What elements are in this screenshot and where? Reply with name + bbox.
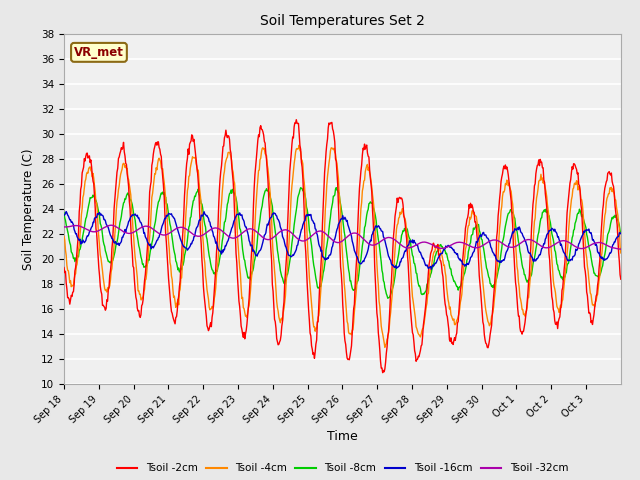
- Tsoil -2cm: [433, 243, 440, 249]
- Tsoil -16cm: [617, 231, 625, 237]
- Tsoil -8cm: [125, 194, 133, 200]
- Title: Soil Temperatures Set 2: Soil Temperatures Set 2: [260, 14, 425, 28]
- Tsoil -32cm: [60, 224, 68, 230]
- Tsoil -4cm: [60, 233, 68, 239]
- Line: Tsoil -32cm: Tsoil -32cm: [64, 225, 621, 249]
- Tsoil -32cm: [126, 230, 134, 236]
- Tsoil -16cm: [401, 249, 408, 255]
- Legend: Tsoil -2cm, Tsoil -4cm, Tsoil -8cm, Tsoil -16cm, Tsoil -32cm: Tsoil -2cm, Tsoil -4cm, Tsoil -8cm, Tsoi…: [113, 459, 572, 478]
- Tsoil -2cm: [617, 276, 625, 282]
- Tsoil -4cm: [228, 158, 236, 164]
- Tsoil -4cm: [125, 182, 133, 188]
- Tsoil -8cm: [332, 185, 340, 191]
- Tsoil -16cm: [428, 266, 435, 272]
- Y-axis label: Soil Temperature (C): Soil Temperature (C): [22, 148, 35, 270]
- Line: Tsoil -16cm: Tsoil -16cm: [64, 212, 621, 269]
- Tsoil -32cm: [277, 228, 285, 234]
- Tsoil -8cm: [228, 191, 236, 196]
- Tsoil -16cm: [62, 209, 70, 215]
- Tsoil -2cm: [292, 117, 300, 122]
- Line: Tsoil -4cm: Tsoil -4cm: [64, 145, 621, 348]
- Tsoil -2cm: [125, 198, 133, 204]
- Tsoil -4cm: [617, 250, 625, 256]
- Tsoil -8cm: [255, 222, 263, 228]
- Tsoil -32cm: [617, 246, 625, 252]
- Tsoil -16cm: [60, 212, 68, 218]
- Tsoil -4cm: [433, 244, 440, 250]
- Tsoil -8cm: [384, 295, 392, 301]
- Line: Tsoil -8cm: Tsoil -8cm: [64, 188, 621, 298]
- Tsoil -2cm: [401, 221, 409, 227]
- Tsoil -16cm: [228, 224, 236, 230]
- Tsoil -16cm: [433, 259, 440, 265]
- Tsoil -2cm: [228, 162, 236, 168]
- Tsoil -32cm: [432, 244, 440, 250]
- Tsoil -16cm: [256, 248, 264, 253]
- Tsoil -32cm: [108, 222, 115, 228]
- Tsoil -2cm: [255, 134, 263, 140]
- Text: VR_met: VR_met: [74, 46, 124, 59]
- Tsoil -2cm: [60, 264, 68, 270]
- Tsoil -4cm: [276, 320, 284, 325]
- Tsoil -32cm: [401, 244, 408, 250]
- Tsoil -4cm: [296, 142, 303, 148]
- Tsoil -2cm: [379, 370, 387, 375]
- Line: Tsoil -2cm: Tsoil -2cm: [64, 120, 621, 372]
- Tsoil -8cm: [401, 228, 409, 233]
- Tsoil -32cm: [256, 232, 264, 238]
- Tsoil -16cm: [126, 216, 134, 221]
- Tsoil -4cm: [381, 345, 388, 350]
- Tsoil -8cm: [60, 210, 68, 216]
- Tsoil -4cm: [401, 216, 409, 222]
- Tsoil -32cm: [228, 235, 236, 241]
- X-axis label: Time: Time: [327, 431, 358, 444]
- Tsoil -4cm: [255, 167, 263, 173]
- Tsoil -16cm: [277, 226, 285, 232]
- Tsoil -8cm: [617, 229, 625, 235]
- Tsoil -8cm: [276, 268, 284, 274]
- Tsoil -2cm: [276, 337, 284, 343]
- Tsoil -8cm: [433, 250, 440, 255]
